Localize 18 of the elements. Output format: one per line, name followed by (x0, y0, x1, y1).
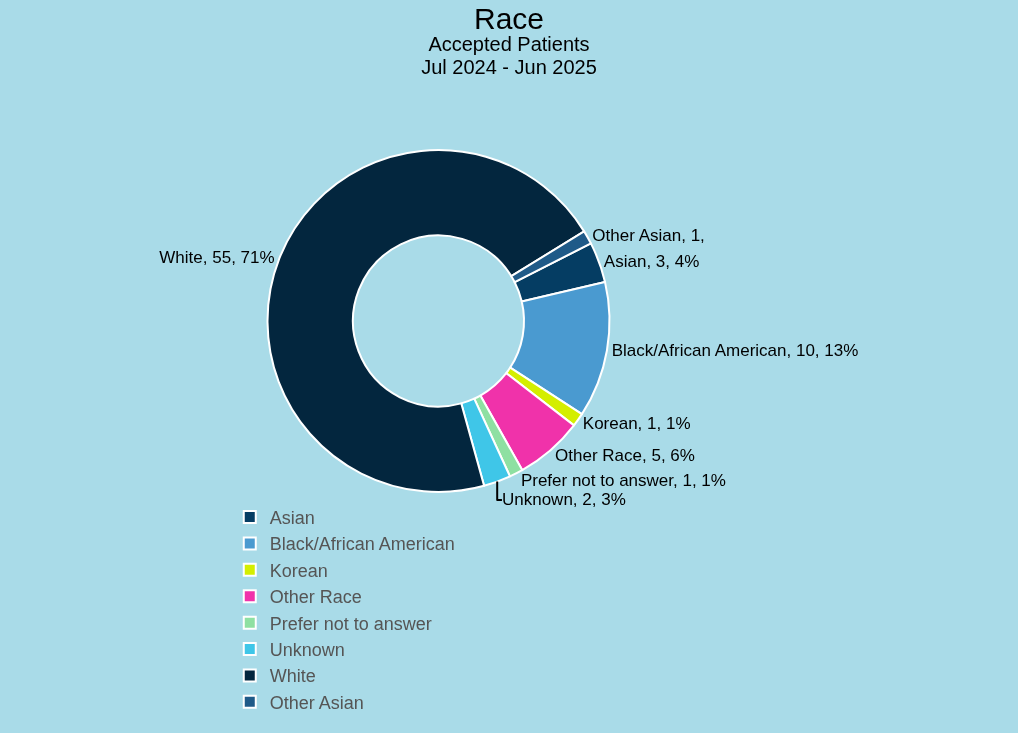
legend-label: Korean (269, 560, 328, 581)
legend-label: Prefer not to answer (269, 613, 432, 634)
legend-label: White (269, 666, 316, 687)
data-label: Asian, 3, 4% (603, 251, 700, 271)
data-label: Other Asian, 1, (592, 225, 705, 245)
legend-label: Other Race (269, 587, 362, 608)
chart-title: Race (473, 2, 545, 36)
legend-label: Unknown (269, 640, 345, 661)
chart-subtitle: Accepted Patients Jul 2024 - Jun 2025 (421, 33, 597, 78)
legend-label: Other Asian (269, 692, 364, 713)
data-label: Black/African American, 10, 13% (611, 341, 859, 361)
data-label: White, 55, 71% (159, 247, 275, 267)
data-label: Korean, 1, 1% (582, 413, 691, 433)
data-label: Prefer not to answer, 1, 1% (520, 471, 726, 491)
data-label: Other Race, 5, 6% (555, 446, 695, 466)
legend-label: Asian (269, 508, 315, 529)
data-label: Unknown, 2, 3% (501, 490, 626, 510)
legend-label: Black/African American (269, 534, 455, 555)
